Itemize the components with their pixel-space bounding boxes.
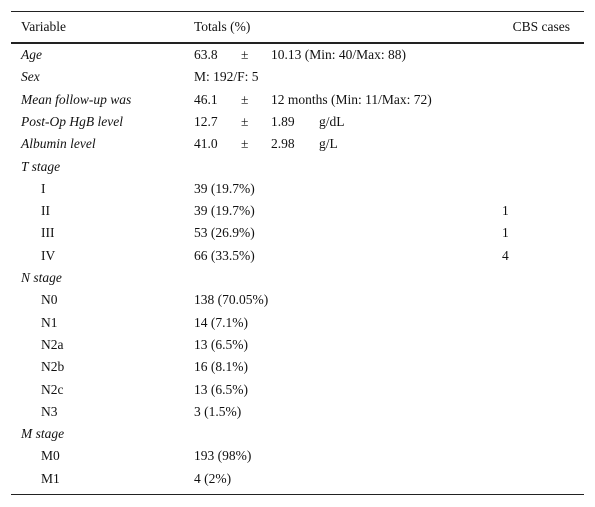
row-variable: Mean follow-up was xyxy=(21,91,132,107)
row-cbs: 4 xyxy=(502,247,509,263)
row-totals: 39 (19.7%) xyxy=(194,203,255,219)
row-totals: 63.8 xyxy=(194,47,218,62)
row-variable: T stage xyxy=(21,158,61,174)
header-rule xyxy=(11,42,584,44)
row-variable: N1 xyxy=(41,314,58,330)
row-variable: III xyxy=(41,225,55,241)
row-totals: ± xyxy=(241,136,249,152)
row-variable: Sex xyxy=(21,69,40,85)
row-variable: M stage xyxy=(21,426,65,442)
row-variable: II xyxy=(41,203,50,219)
row-variable: N0 xyxy=(41,292,58,308)
row-totals: 16 (8.1%) xyxy=(194,359,248,375)
row-totals: 41.0 xyxy=(194,136,218,152)
header-totals: Totals (%) xyxy=(194,19,251,34)
row-totals: 4 (2%) xyxy=(194,470,232,486)
row-totals: M: 192/F: 5 xyxy=(194,69,259,85)
row-totals: 13 (6.5%) xyxy=(194,336,248,352)
row-variable: M0 xyxy=(41,448,60,464)
row-cbs: 1 xyxy=(502,203,509,219)
row-variable: IV xyxy=(41,247,56,263)
row-totals: ± xyxy=(241,91,249,107)
row-variable: I xyxy=(41,180,46,196)
row-totals: 12.7 xyxy=(194,113,218,129)
header-variable: Variable xyxy=(21,19,66,34)
row-totals: ± xyxy=(241,113,249,129)
row-totals: 1.89 xyxy=(271,113,295,129)
row-totals: 39 (19.7%) xyxy=(194,180,255,196)
row-totals: 66 (33.5%) xyxy=(194,247,255,263)
row-variable: Post-Op HgB level xyxy=(21,113,123,129)
row-variable: Age xyxy=(21,47,42,62)
row-totals: 13 (6.5%) xyxy=(194,381,248,397)
bottom-rule xyxy=(11,494,584,495)
row-totals: g/dL xyxy=(319,113,345,129)
row-totals: 46.1 xyxy=(194,91,218,107)
row-totals: 14 (7.1%) xyxy=(194,314,248,330)
row-variable: N2a xyxy=(41,336,64,352)
row-totals: 12 months (Min: 11/Max: 72) xyxy=(271,91,432,107)
top-rule xyxy=(11,11,584,12)
row-variable: N2c xyxy=(41,381,64,397)
row-variable: N3 xyxy=(41,403,58,419)
row-totals: 193 (98%) xyxy=(194,448,252,464)
row-variable: M1 xyxy=(41,470,60,486)
row-totals: g/L xyxy=(319,136,338,152)
row-variable: Albumin level xyxy=(21,136,96,152)
row-totals: ± xyxy=(241,47,249,62)
row-totals: 53 (26.9%) xyxy=(194,225,255,241)
row-totals: 2.98 xyxy=(271,136,295,152)
row-cbs: 1 xyxy=(502,225,509,241)
row-variable: N2b xyxy=(41,359,65,375)
header-cbs: CBS cases xyxy=(512,19,570,34)
row-variable: N stage xyxy=(21,270,62,285)
row-totals: 10.13 (Min: 40/Max: 88) xyxy=(271,47,406,62)
row-totals: 3 (1.5%) xyxy=(194,403,242,419)
row-totals: 138 (70.05%) xyxy=(194,292,269,308)
